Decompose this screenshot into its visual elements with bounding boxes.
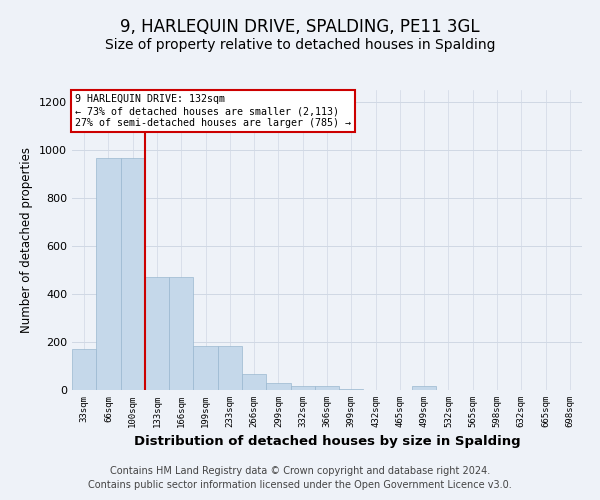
Y-axis label: Number of detached properties: Number of detached properties (20, 147, 34, 333)
Bar (169, 277, 193, 390)
Bar (266, 384, 290, 390)
Bar (412, 386, 436, 390)
Text: Size of property relative to detached houses in Spalding: Size of property relative to detached ho… (105, 38, 495, 52)
Text: Contains HM Land Registry data © Crown copyright and database right 2024.
Contai: Contains HM Land Registry data © Crown c… (88, 466, 512, 490)
Bar (290, 386, 315, 390)
Bar (339, 389, 364, 390)
Bar (96, 158, 121, 390)
Bar (121, 158, 145, 390)
Bar (145, 277, 169, 390)
X-axis label: Distribution of detached houses by size in Spalding: Distribution of detached houses by size … (134, 436, 520, 448)
Text: 9 HARLEQUIN DRIVE: 132sqm
← 73% of detached houses are smaller (2,113)
27% of se: 9 HARLEQUIN DRIVE: 132sqm ← 73% of detac… (74, 94, 350, 128)
Bar (193, 346, 218, 390)
Bar (72, 349, 96, 390)
Text: 9, HARLEQUIN DRIVE, SPALDING, PE11 3GL: 9, HARLEQUIN DRIVE, SPALDING, PE11 3GL (120, 18, 480, 36)
Bar (315, 386, 339, 390)
Bar (218, 346, 242, 390)
Bar (242, 374, 266, 390)
